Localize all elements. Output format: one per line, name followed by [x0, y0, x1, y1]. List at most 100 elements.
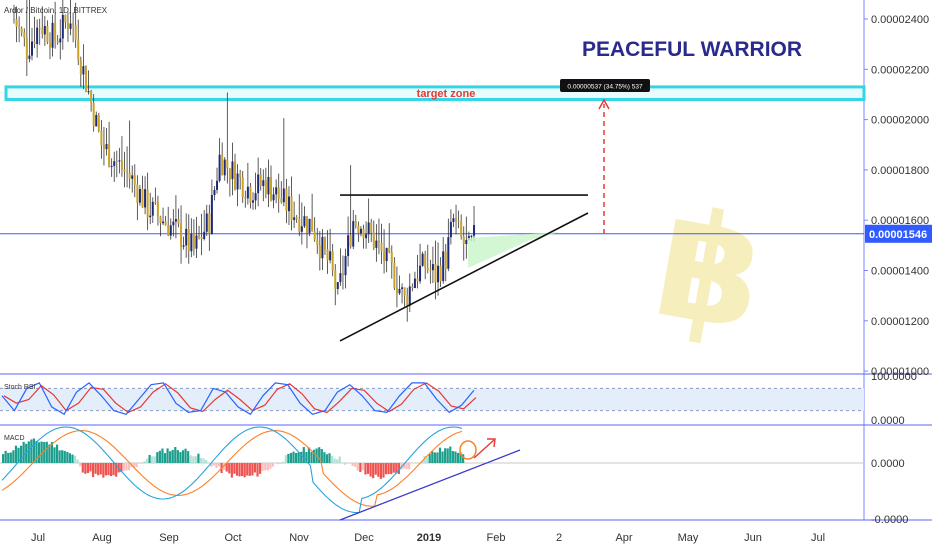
macd-histogram-bar — [429, 454, 431, 463]
target-zone-label: target zone — [417, 88, 476, 100]
candle-body — [149, 216, 151, 218]
candle-body — [283, 189, 285, 203]
candle-body — [165, 222, 167, 226]
candle-body — [111, 166, 113, 167]
price-tick-label: 0.00002200 — [871, 64, 929, 76]
macd-histogram-bar — [367, 463, 369, 474]
macd-histogram-bar — [123, 463, 125, 471]
macd-histogram-bar — [7, 453, 9, 463]
candle-body — [36, 28, 38, 44]
trend-drawings: 0.00000537 (34.75%) 537 — [340, 79, 650, 341]
candle-body — [46, 26, 48, 43]
macd-histogram-bar — [177, 450, 179, 463]
macd-histogram-bar — [331, 456, 333, 463]
candle-body — [252, 200, 254, 202]
candle-body — [226, 160, 228, 169]
candle-body — [370, 223, 372, 233]
candle-body — [157, 202, 159, 216]
candle-body — [216, 181, 218, 190]
candle-body — [129, 173, 131, 179]
macd-histogram-bar — [172, 450, 174, 463]
macd-histogram-bar — [454, 451, 456, 463]
candle-body — [365, 234, 367, 238]
macd-histogram-bar — [244, 463, 246, 477]
candle-body — [139, 189, 141, 203]
macd-histogram-bar — [71, 455, 73, 463]
candle-body — [134, 175, 136, 184]
candle-body — [59, 39, 61, 43]
candle-body — [44, 26, 46, 34]
candle-body — [265, 180, 267, 194]
macd-histogram-bar — [56, 445, 58, 463]
candle-body — [190, 234, 192, 252]
macd-histogram-bar — [148, 455, 150, 463]
candle-body — [185, 229, 187, 246]
candle-body — [383, 251, 385, 261]
macd-histogram-bar — [154, 456, 156, 463]
candle-body — [296, 217, 298, 218]
candle-body — [255, 193, 257, 200]
candle-body — [154, 202, 156, 203]
time-tick-label: Jun — [744, 532, 762, 544]
macd-histogram-bar — [169, 451, 171, 463]
candle-body — [239, 174, 241, 178]
macd-histogram-bar — [426, 457, 428, 463]
candle-body — [152, 202, 154, 216]
candle-body — [131, 175, 133, 178]
candle-body — [291, 197, 293, 221]
macd-histogram-bar — [164, 453, 166, 463]
candle-body — [298, 219, 300, 232]
candle-body — [90, 91, 92, 103]
stoch-rsi-pane: 100.00000.0000 — [0, 371, 917, 427]
macd-histogram-bar — [277, 463, 279, 464]
macd-histogram-bar — [161, 449, 163, 463]
candle-body — [352, 221, 354, 246]
candle-body — [100, 131, 102, 146]
candle-body — [285, 189, 287, 212]
price-tick-label: 0.00001000 — [871, 366, 929, 378]
candle-body — [206, 214, 208, 232]
candle-body — [357, 226, 359, 234]
candle-body — [465, 240, 467, 244]
candle-body — [193, 234, 195, 249]
candle-body — [280, 199, 282, 202]
candle-body — [175, 219, 177, 222]
macd-cross-circle — [460, 441, 476, 459]
macd-histogram-bar — [100, 463, 102, 474]
candle-body — [386, 248, 388, 261]
macd-histogram-bar — [336, 459, 338, 463]
candle-body — [39, 28, 41, 29]
candle-body — [375, 241, 377, 248]
candle-body — [319, 245, 321, 258]
macd-histogram-bar — [136, 463, 138, 467]
candle-body — [147, 189, 149, 217]
macd-histogram-bar — [187, 451, 189, 463]
macd-histogram-bar — [359, 463, 361, 472]
price-tick-label: 0.00002000 — [871, 115, 929, 127]
candle-body — [75, 25, 77, 40]
candle-body — [440, 266, 442, 281]
candle-body — [381, 243, 383, 252]
macd-histogram-bar — [74, 456, 76, 463]
price-tick-label: 0.00002400 — [871, 14, 929, 26]
macd-histogram-bar — [282, 462, 284, 463]
candle-body — [306, 216, 308, 233]
candle-body — [28, 56, 30, 59]
candle-body — [34, 42, 36, 44]
macd-histogram-bar — [128, 463, 130, 470]
candle-body — [211, 195, 213, 234]
macd-histogram-bar — [92, 463, 94, 477]
macd-histogram-bar — [447, 448, 449, 463]
candle-body — [445, 251, 447, 268]
rsi-band — [0, 388, 864, 410]
macd-histogram-bar — [110, 463, 112, 476]
macd-histogram-bar — [251, 463, 253, 475]
macd-histogram-bar — [30, 439, 32, 463]
macd-histogram-bar — [285, 455, 287, 463]
candle-body — [275, 187, 277, 194]
macd-histogram-bar — [452, 451, 454, 463]
macd-histogram-bar — [328, 453, 330, 463]
candle-body — [458, 221, 460, 222]
candle-body — [52, 23, 54, 48]
candle-body — [18, 27, 20, 29]
